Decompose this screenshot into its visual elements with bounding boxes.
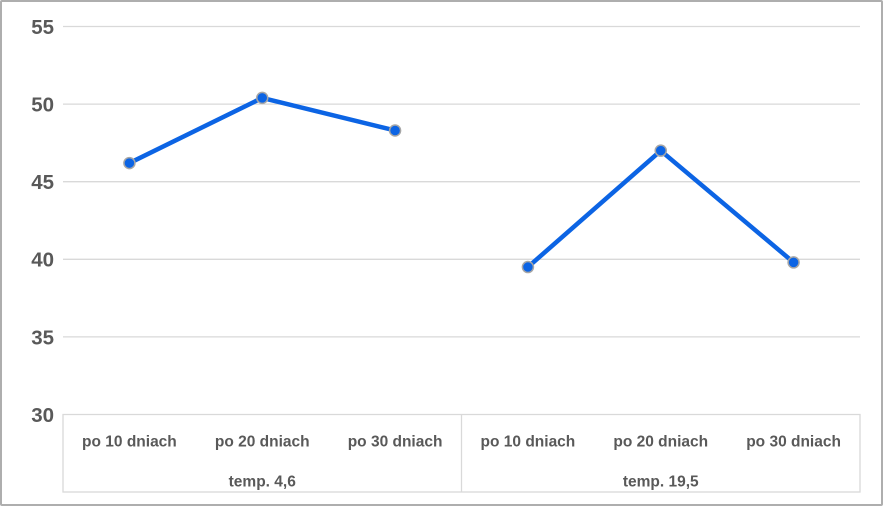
category-label: po 30 dniach <box>348 434 443 451</box>
y-axis-tick-label: 45 <box>31 171 54 194</box>
y-axis-tick-label: 50 <box>31 93 54 116</box>
group-label: temp. 4,6 <box>229 474 297 491</box>
category-label: po 10 dniach <box>82 434 177 451</box>
y-axis-tick-label: 30 <box>31 404 54 427</box>
y-axis-tick-label: 35 <box>31 326 54 349</box>
data-point-marker <box>521 260 535 274</box>
data-point-marker <box>256 91 269 105</box>
data-point-marker <box>388 124 402 137</box>
data-point-marker <box>123 156 136 170</box>
data-line <box>525 148 796 270</box>
y-axis-tick-label: 40 <box>31 249 54 272</box>
data-point-marker <box>654 144 667 157</box>
category-label: po 30 dniach <box>746 434 841 451</box>
data-line <box>127 95 398 166</box>
group-label: temp. 19,5 <box>623 474 699 491</box>
category-label: po 10 dniach <box>481 434 576 451</box>
y-axis-tick-label: 55 <box>31 16 54 39</box>
category-label: po 20 dniach <box>613 434 708 451</box>
category-label: po 20 dniach <box>215 434 310 451</box>
data-point-marker <box>787 256 800 269</box>
